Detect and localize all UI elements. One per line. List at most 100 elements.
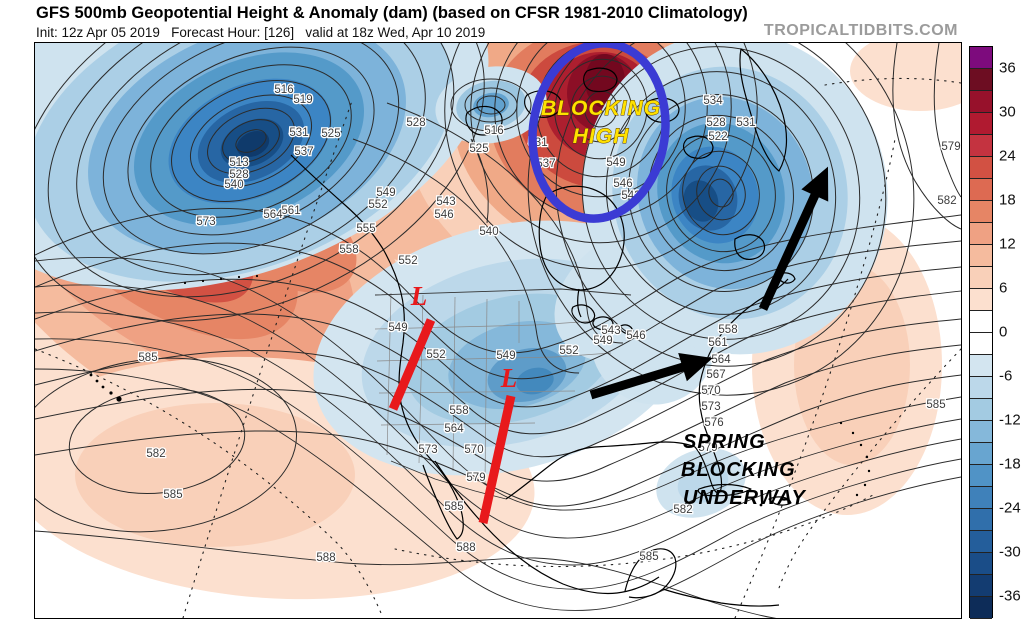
- contour-label: 585: [444, 501, 463, 513]
- anomaly-shading: [0, 0, 990, 600]
- contour-label: 549: [496, 350, 515, 362]
- contour-label: 558: [718, 324, 737, 336]
- contour-label: 528: [406, 117, 425, 129]
- annotation-layer: BLOCKING HIGH L L SPRING BLOCKING UNDERW…: [388, 39, 829, 524]
- colorbar-cell: [970, 245, 992, 267]
- contour-label: 516: [484, 125, 503, 137]
- colorbar-cell: [970, 399, 992, 421]
- contour-label: 552: [398, 255, 417, 267]
- contour-label: 570: [701, 385, 720, 397]
- colorbar-cell: [970, 333, 992, 355]
- map-frame: 516 519 531 525 537 513 528 540 561 564 573 528 516 5…: [0, 0, 990, 622]
- colorbar-cell: [970, 509, 992, 531]
- contour-label: 561: [281, 205, 300, 217]
- contour-label: 564: [444, 423, 464, 435]
- contour-label: 546: [626, 330, 645, 342]
- contour-label: 540: [224, 179, 243, 191]
- contour-label: 528: [229, 169, 248, 181]
- blocking-high-label-line2: HIGH: [573, 125, 630, 148]
- contour-label: 531: [289, 127, 308, 139]
- colorbar-cell: [970, 465, 992, 487]
- colorbar-tick: 6: [999, 279, 1008, 297]
- low-marker: L: [500, 363, 518, 393]
- colorbar-tick: -24: [999, 499, 1021, 517]
- contour-label: 582: [673, 504, 692, 516]
- contour-label: 543: [601, 325, 620, 337]
- colorbar-tick: 12: [999, 235, 1016, 253]
- contour-label: 585: [639, 551, 658, 563]
- contour-label: 558: [339, 244, 358, 256]
- contour-label: 573: [418, 444, 437, 456]
- contour-label: 534: [703, 95, 723, 107]
- state-borders: [374, 292, 612, 484]
- colorbar-cell: [970, 69, 992, 91]
- colorbar-tick: 24: [999, 147, 1016, 165]
- colorbar-cell: [970, 289, 992, 311]
- colorbar-cell: [970, 267, 992, 289]
- contour-label: 573: [701, 401, 720, 413]
- colorbar-tick: 18: [999, 191, 1016, 209]
- contour-label: 552: [559, 345, 578, 357]
- contour-label: 588: [316, 552, 335, 564]
- contour-label: 555: [356, 223, 375, 235]
- contour-label: 528: [706, 117, 725, 129]
- blocking-high-label-line1: BLOCKING: [541, 97, 661, 120]
- colorbar-cell: [970, 443, 992, 465]
- colorbar-cell: [970, 487, 992, 509]
- colorbar-cell: [970, 355, 992, 377]
- contour-label: 522: [708, 131, 727, 143]
- spring-caption-line3: UNDERWAY: [683, 487, 806, 509]
- colorbar-tick: -36: [999, 587, 1021, 605]
- colorbar-cell: [970, 179, 992, 201]
- colorbar-cell: [970, 47, 992, 69]
- colorbar-cell: [970, 421, 992, 443]
- low-marker: L: [410, 281, 428, 311]
- colorbar-cell: [970, 531, 992, 553]
- colorbar-cell: [970, 575, 992, 597]
- colorbar-cell: [970, 377, 992, 399]
- contour-label: 582: [146, 448, 165, 460]
- contour-label: 573: [196, 216, 215, 228]
- contour-label: 558: [449, 405, 468, 417]
- contour-label: 546: [434, 209, 453, 221]
- contour-label: 537: [294, 146, 313, 158]
- chart-title: GFS 500mb Geopotential Height & Anomaly …: [36, 4, 748, 22]
- colorbar-cell: [970, 91, 992, 113]
- contour-label: 588: [456, 542, 475, 554]
- contour-label: 585: [138, 352, 157, 364]
- spring-caption-line1: SPRING: [683, 431, 766, 453]
- colorbar-cell: [970, 201, 992, 223]
- colorbar-tick: 36: [999, 59, 1016, 77]
- colorbar-cell: [970, 157, 992, 179]
- colorbar-tick: -18: [999, 455, 1021, 473]
- contour-label: 579: [698, 442, 717, 454]
- contour-label: 549: [376, 187, 395, 199]
- contour-label: 531: [736, 117, 755, 129]
- colorbar-cell: [970, 553, 992, 575]
- contour-label: 549: [606, 157, 625, 169]
- colorbar-tick: 30: [999, 103, 1016, 121]
- contour-label: 564: [711, 354, 731, 366]
- contour-label: 582: [937, 195, 956, 207]
- colorbar-cell: [970, 135, 992, 157]
- colorbar-tick: -6: [999, 367, 1013, 385]
- coastlines: [290, 48, 796, 607]
- flow-arrow-icon: [589, 352, 713, 400]
- colorbar-tick: 0: [999, 323, 1008, 341]
- contour-label: 579: [941, 141, 960, 153]
- chart-init-line: Init: 12z Apr 05 2019 Forecast Hour: [12…: [36, 25, 486, 40]
- colorbar-tick: -12: [999, 411, 1021, 429]
- colorbar-cell: [970, 223, 992, 245]
- contour-label: 579: [466, 472, 485, 484]
- contour-label: 576: [704, 417, 723, 429]
- trough-axis-red-lines: [388, 318, 516, 524]
- blocking-high-circle: [528, 39, 670, 223]
- contour-label: 552: [426, 349, 445, 361]
- contour-label: 585: [163, 489, 182, 501]
- contour-label: 585: [926, 399, 945, 411]
- colorbar-cell: [970, 597, 992, 619]
- contour-label: 546: [613, 178, 632, 190]
